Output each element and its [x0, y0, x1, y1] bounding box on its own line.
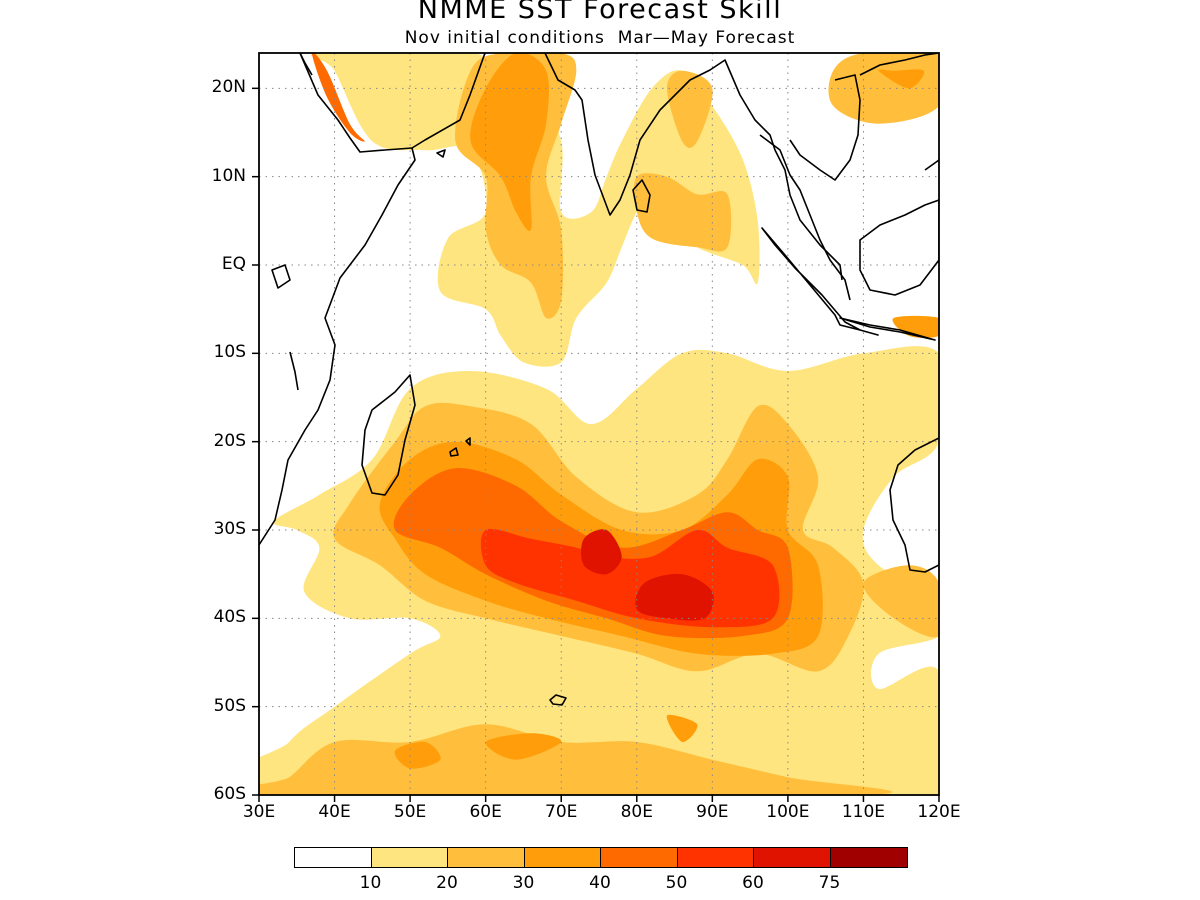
y-tick-label: 60S — [213, 784, 246, 804]
y-tick-label: 20S — [213, 430, 246, 451]
grid-lines — [259, 53, 939, 795]
y-tick-label: 30S — [213, 519, 246, 539]
coast-red-sea — [299, 53, 313, 76]
y-tick-label: 20N — [211, 77, 246, 98]
colorbar-swatch — [600, 847, 678, 868]
colorbar-swatch — [523, 847, 602, 868]
chart-title: NMME SST Forecast Skill — [417, 0, 783, 25]
colorbar-tick-label: 75 — [818, 873, 841, 893]
coast-malay — [759, 134, 851, 301]
coastlines — [259, 53, 939, 706]
coast-china — [859, 53, 939, 76]
skill-contour-level-3 — [394, 741, 441, 769]
colorbar-tick-label: 40 — [589, 873, 611, 893]
colorbar-tick-label: 30 — [512, 873, 535, 893]
skill-contour-level-4 — [311, 53, 365, 142]
y-tick-label: 40S — [213, 607, 246, 628]
x-tick-label: 60E — [469, 802, 502, 822]
skill-contour-level-2 — [828, 53, 939, 124]
x-tick-label: 110E — [841, 802, 886, 822]
skill-contour-level-2 — [633, 173, 732, 252]
colorbar-swatch — [829, 847, 908, 868]
coast-africa-arabia — [259, 53, 416, 546]
coast-sri-lanka — [632, 179, 651, 213]
x-tick-label: 100E — [766, 802, 810, 822]
y-tick-label: 10S — [213, 342, 246, 363]
colorbar-swatch — [447, 847, 525, 868]
coast-zanzibar — [271, 264, 291, 289]
x-tick-label: 120E — [917, 802, 961, 822]
skill-contour-level-6 — [581, 529, 622, 575]
coast-java — [839, 317, 936, 341]
skill-contour-level-3 — [470, 53, 549, 231]
x-tick-label: 70E — [545, 802, 578, 822]
coast-mauritius — [449, 447, 459, 457]
y-tick-label: 10N — [211, 165, 246, 186]
coast-sumatra — [761, 227, 879, 336]
skill-contour-level-3 — [666, 714, 698, 743]
colorbar-swatch — [676, 847, 755, 868]
x-tick-label: 40E — [318, 802, 351, 822]
x-tick-label: 30E — [242, 802, 276, 822]
coast-philippines — [924, 159, 939, 171]
colorbar-swatch — [753, 847, 831, 868]
chart-subtitle: Nov initial conditions Mar—May Forecast — [404, 28, 796, 48]
colorbar-tick-label: 50 — [665, 873, 688, 893]
coast-borneo — [859, 199, 939, 296]
coast-socotra — [436, 149, 446, 158]
skill-contour-level-2 — [863, 565, 939, 638]
x-tick-label: 90E — [696, 802, 729, 822]
skill-contour-level-2 — [259, 724, 893, 795]
skill-contour-level-3 — [485, 733, 562, 760]
coast-reunion — [465, 437, 471, 446]
x-tick-label: 80E — [620, 802, 653, 822]
skill-contour-level-3 — [878, 69, 925, 89]
axis-ticks — [252, 87, 940, 802]
colorbar-tick-label: 60 — [742, 873, 764, 893]
coast-india — [544, 53, 843, 281]
plot-frame — [258, 52, 940, 796]
x-tick-label: 50E — [393, 802, 427, 822]
y-tick-label: EQ — [221, 254, 246, 274]
skill-contour-level-6 — [635, 573, 714, 621]
colorbar-swatch — [370, 847, 449, 868]
skill-contour-level-2 — [667, 70, 713, 148]
coast-kerguelen — [549, 694, 567, 706]
coast-mozambique-channel — [289, 351, 299, 391]
skill-shading — [259, 53, 939, 795]
y-tick-label: 50S — [213, 695, 246, 716]
coast-australia — [889, 437, 939, 573]
coast-madagascar — [361, 374, 416, 496]
coast-arabia-east — [411, 53, 486, 149]
coast-indochina — [789, 74, 861, 181]
colorbar-tick-label: 10 — [359, 873, 382, 893]
colorbar-swatch — [294, 847, 372, 868]
colorbar-tick-label: 20 — [436, 873, 458, 893]
